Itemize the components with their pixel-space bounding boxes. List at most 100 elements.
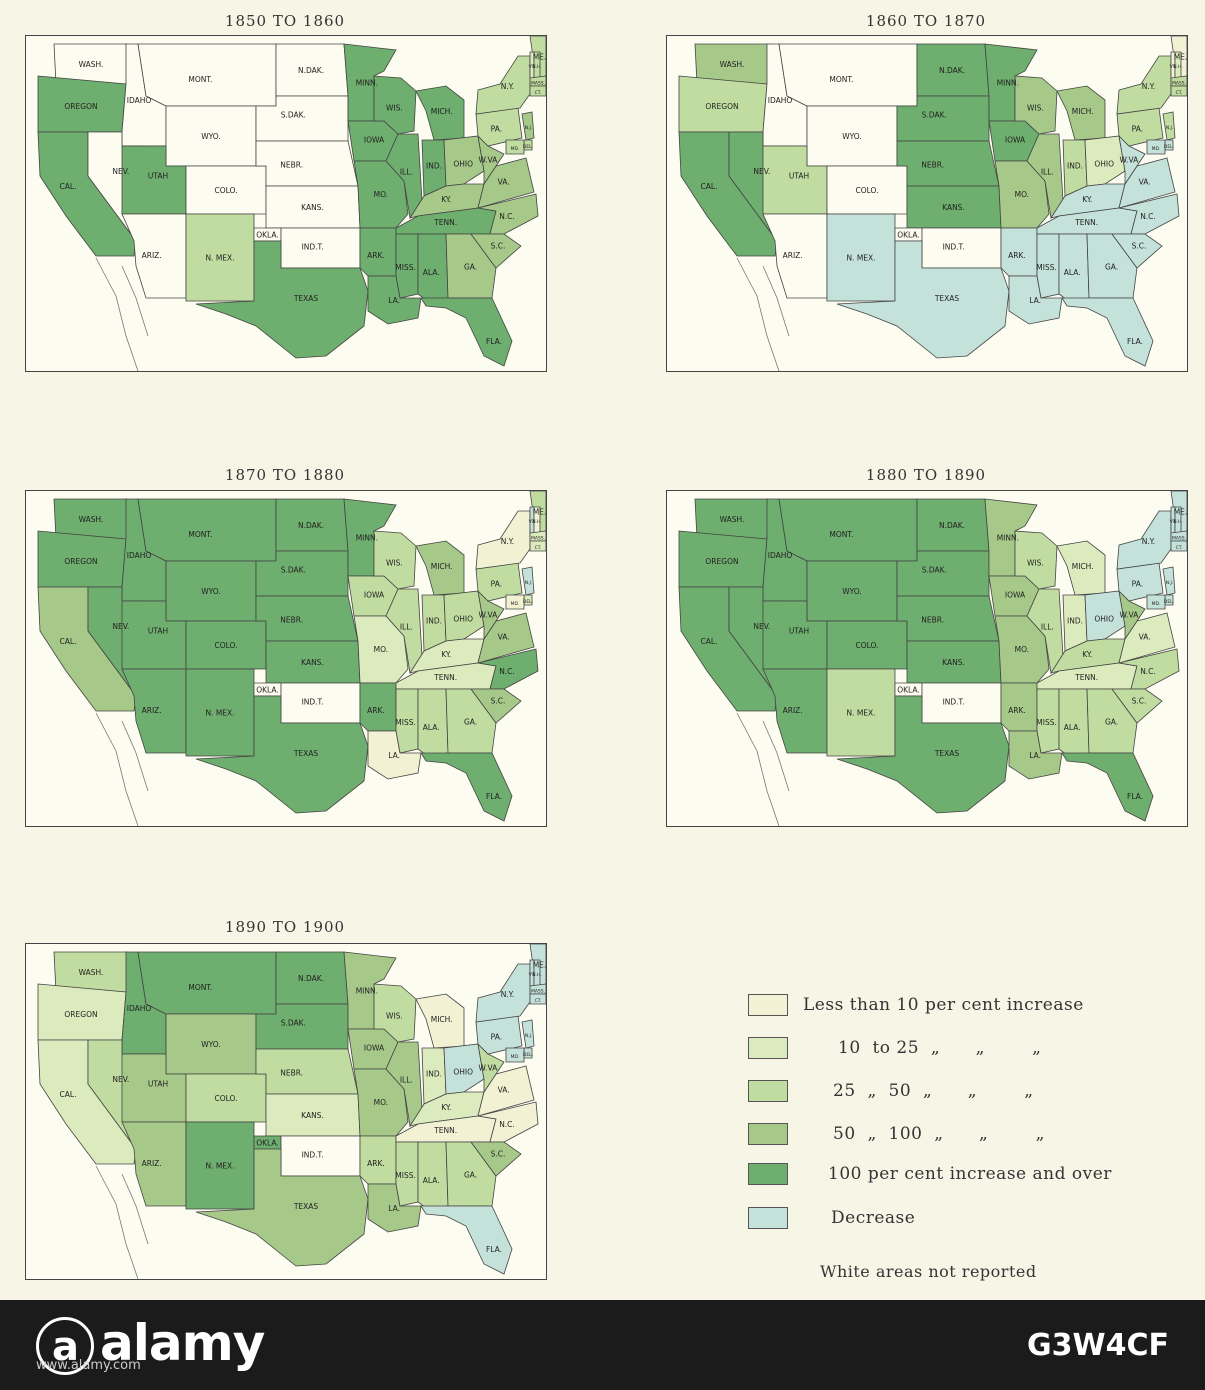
- brand-logo[interactable]: a alamy: [36, 1314, 265, 1375]
- state-label: IOWA: [364, 591, 385, 600]
- state-label: VT.: [529, 64, 536, 70]
- state-miss: [1036, 233, 1060, 299]
- state-wis: [1014, 530, 1058, 590]
- state-label: OKLA.: [256, 231, 279, 240]
- state-label: IND.: [426, 617, 442, 626]
- state-label: S.C.: [491, 697, 506, 706]
- state-label: OREGON: [705, 557, 738, 566]
- state-label: N. MEX.: [846, 254, 875, 263]
- state-label: WIS.: [386, 558, 403, 567]
- state-ala: [417, 233, 449, 301]
- state-label: COLO.: [214, 641, 237, 650]
- state-label: MO.: [374, 645, 388, 654]
- state-label: TEXAS: [934, 294, 960, 303]
- state-label: PA.: [1132, 124, 1143, 133]
- state-label: WYO.: [842, 587, 862, 596]
- state-label: ALA.: [423, 1176, 440, 1185]
- state-n-j: [1162, 566, 1176, 596]
- state-label: GA.: [1105, 262, 1118, 271]
- state-label: IND.T.: [943, 243, 965, 252]
- state-texas: [836, 695, 1010, 814]
- state-label: S.DAK.: [922, 110, 947, 119]
- state-label: WYO.: [201, 132, 221, 141]
- coastline-line: [736, 712, 790, 826]
- state-label: MINN.: [997, 534, 1019, 543]
- state-label: MICH.: [1072, 107, 1094, 116]
- state-ct: [1170, 85, 1187, 97]
- state-label: ARK.: [367, 1159, 385, 1168]
- state-label: ARIZ.: [142, 251, 162, 260]
- state-label: MO.: [1015, 645, 1029, 654]
- state-label: KANS.: [942, 658, 965, 667]
- state-label: KANS.: [301, 203, 324, 212]
- state-label: MISS.: [1036, 263, 1057, 272]
- state-label: MASS.: [1172, 81, 1186, 87]
- watermark-footer: a alamy www.alamy.com G3W4CF: [0, 1300, 1205, 1390]
- map-title-1880: 1880 TO 1890: [865, 466, 987, 484]
- state-label: IND.: [426, 1070, 442, 1079]
- state-label: VA.: [498, 178, 510, 187]
- state-label: UTAH: [148, 1079, 168, 1088]
- legend-label: 10 to 25 „ „ „: [838, 1038, 1042, 1058]
- state-label: N.C.: [499, 212, 515, 221]
- state-texas: [195, 1148, 369, 1267]
- state-label: S.DAK.: [281, 110, 306, 119]
- legend-label: 50 „ 100 „ „ „: [833, 1124, 1045, 1144]
- state-label: MISS.: [395, 263, 416, 272]
- state-label: MINN.: [997, 79, 1019, 88]
- state-label: GA.: [464, 262, 477, 271]
- state-label: ME.: [533, 53, 546, 62]
- map-svg: WASH. OREGON CAL. IDAHO NEV. MONT. WYO. UTAH ARI…: [678, 36, 1187, 371]
- state-label: IDAHO: [768, 96, 793, 105]
- state-label: MICH.: [431, 562, 453, 571]
- state-label: LA.: [388, 1204, 400, 1213]
- state-label: N.J.: [525, 1033, 533, 1039]
- state-label: UTAH: [148, 626, 168, 635]
- state-md: [1146, 594, 1166, 610]
- state-label: W.VA.: [1120, 611, 1141, 620]
- state-label: NEBR.: [921, 615, 944, 624]
- state-label: ALA.: [1064, 268, 1081, 277]
- state-ga: [445, 233, 497, 299]
- state-label: TEXAS: [293, 294, 319, 303]
- state-mass: [1170, 530, 1187, 542]
- state-label: MONT.: [829, 530, 853, 539]
- state-label: N.Y.: [501, 537, 514, 546]
- state-label: ILL.: [400, 623, 413, 632]
- map-title-1860: 1860 TO 1870: [865, 12, 987, 30]
- state-label: ARK.: [367, 706, 385, 715]
- state-label: ALA.: [423, 268, 440, 277]
- state-label: IOWA: [1005, 591, 1026, 600]
- state-label: VA.: [498, 633, 510, 642]
- map-1880-1890: WASH. OREGON CAL. IDAHO NEV. MONT. WYO. UTAH ARI…: [666, 490, 1188, 827]
- state-ohio: [1084, 590, 1126, 642]
- state-label: ME.: [533, 961, 546, 970]
- state-label: WIS.: [386, 103, 403, 112]
- brand-mark-icon: a: [36, 1317, 94, 1375]
- state-mass: [529, 983, 546, 995]
- state-label: KANS.: [301, 658, 324, 667]
- state-label: TENN.: [1074, 218, 1098, 227]
- state-label: OKLA.: [897, 686, 920, 695]
- state-ohio: [443, 135, 485, 187]
- state-label: FLA.: [486, 1245, 502, 1254]
- state-label: N.Y.: [501, 82, 514, 91]
- state-label: OKLA.: [256, 1139, 279, 1148]
- state-label: MO.: [374, 190, 388, 199]
- state-label: S.C.: [1132, 697, 1147, 706]
- state-label: CAL.: [60, 637, 77, 646]
- state-label: WIS.: [1027, 558, 1044, 567]
- state-label: N. MEX.: [205, 1162, 234, 1171]
- stock-id: G3W4CF: [1027, 1328, 1169, 1363]
- state-label: CT.: [1176, 90, 1183, 96]
- map-svg: WASH. OREGON CAL. IDAHO NEV. MONT. WYO. UTAH ARI…: [678, 491, 1187, 826]
- state-label: ILL.: [1041, 623, 1054, 632]
- site-url[interactable]: www.alamy.com: [36, 1358, 141, 1373]
- state-label: MASS.: [1172, 536, 1186, 542]
- state-label: MD.: [511, 146, 520, 152]
- state-label: ALA.: [423, 723, 440, 732]
- state-ga: [445, 688, 497, 754]
- state-label: DEL.: [523, 144, 533, 150]
- state-label: ARIZ.: [783, 251, 803, 260]
